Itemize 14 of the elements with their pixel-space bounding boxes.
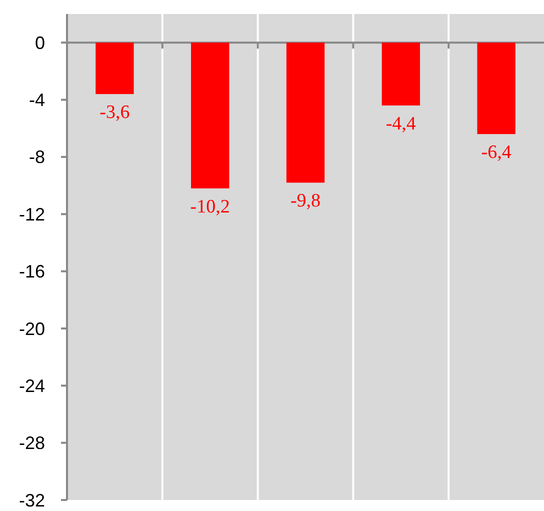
y-tick-label: -12 [18, 204, 45, 224]
y-tick-label: -24 [18, 376, 45, 396]
y-tick-label: 0 [34, 32, 45, 53]
data-label: -9,8 [290, 190, 321, 212]
y-tick-label: -16 [18, 262, 45, 282]
data-label: -4,4 [386, 113, 416, 134]
y-tick-label: -32 [18, 490, 45, 510]
y-tick-label: -4 [28, 90, 45, 110]
y-tick-label: -28 [18, 433, 45, 454]
y-tick-label: -20 [18, 318, 45, 339]
y-tick-label: -8 [28, 147, 45, 168]
data-label: -3,6 [100, 102, 130, 124]
data-label: -6,4 [481, 142, 512, 164]
data-label: -10,2 [190, 196, 230, 218]
